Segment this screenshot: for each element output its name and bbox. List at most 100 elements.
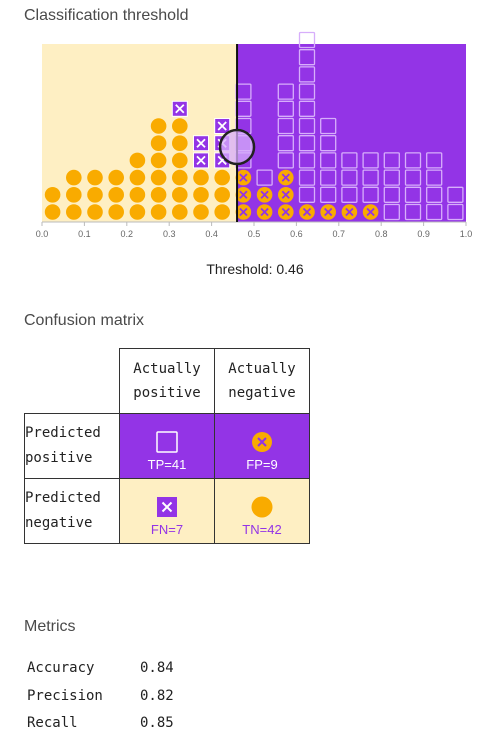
positive-example-square — [235, 100, 252, 117]
x-tick-label: 1.0 — [460, 229, 473, 239]
negative-example-circle — [150, 135, 167, 151]
negative-example-circle — [87, 204, 103, 220]
negative-example-circle — [87, 187, 103, 203]
row-header-line: negative — [25, 515, 93, 531]
metric-recall: Recall 0.85 — [27, 715, 174, 743]
negative-example-circle — [172, 135, 188, 151]
misclassified-mark — [260, 190, 269, 199]
negative-example-circle — [172, 169, 188, 186]
positive-example-square — [298, 186, 316, 203]
negative-example-circle — [193, 204, 209, 220]
x-tick-label: 0.5 — [248, 229, 261, 239]
negative-example-circle — [150, 118, 167, 134]
negative-example-circle — [129, 152, 146, 169]
misclassified-mark — [281, 173, 290, 182]
negative-example-circle — [66, 204, 82, 220]
positive-example-square — [298, 117, 316, 135]
negative-example-circle — [172, 187, 188, 203]
misclassified-mark — [217, 121, 227, 131]
metrics-list: Accuracy 0.84 Precision 0.82 Recall 0.85 — [27, 660, 174, 743]
negative-example-circle — [172, 152, 188, 169]
positive-example-square — [298, 49, 316, 66]
misclassified-mark — [345, 207, 354, 217]
negative-example-circle — [44, 187, 61, 203]
positive-example-square — [362, 186, 379, 203]
x-tick-label: 0.9 — [417, 229, 430, 239]
x-tick-label: 0.0 — [36, 229, 49, 239]
positive-example-square — [298, 31, 316, 49]
positive-example-square — [277, 152, 294, 169]
col-header-line: Actually — [133, 361, 201, 377]
positive-example-square — [235, 83, 252, 100]
positive-example-square — [256, 169, 273, 186]
metric-accuracy: Accuracy 0.84 — [27, 660, 174, 688]
positive-example-square — [320, 186, 337, 203]
confusion-matrix-title: Confusion matrix — [24, 312, 145, 329]
col-header-actually-negative: Actually negative — [214, 348, 310, 414]
positive-example-square — [404, 203, 422, 221]
metric-value: 0.82 — [140, 687, 174, 704]
positive-example-square — [426, 169, 443, 186]
positive-example-square — [426, 203, 443, 221]
misclassified-mark — [260, 207, 269, 217]
positive-example-square — [298, 135, 316, 152]
metric-value: 0.85 — [140, 715, 174, 731]
positive-example-square — [298, 100, 316, 117]
misclassified-mark — [366, 207, 375, 217]
positive-example-square — [320, 169, 337, 186]
classification-threshold-title: Classification threshold — [24, 7, 189, 24]
col-header-actually-positive: Actually positive — [119, 348, 215, 414]
positive-example-square — [341, 152, 358, 169]
positive-example-square — [383, 203, 400, 221]
col-header-line: positive — [133, 385, 201, 401]
metric-value: 0.84 — [140, 660, 174, 676]
positive-example-square — [320, 117, 337, 135]
positive-example-square — [341, 169, 358, 186]
positive-example-square — [404, 169, 422, 186]
negative-example-circle — [129, 169, 146, 186]
tn-label: TN=42 — [242, 521, 282, 537]
negative-example-circle — [129, 187, 146, 203]
negative-x-circle-icon — [252, 431, 272, 452]
negative-example-circle — [214, 204, 230, 220]
positive-example-square — [447, 203, 464, 221]
negative-example-circle — [214, 169, 230, 186]
negative-circle-icon — [251, 496, 273, 517]
negative-example-circle — [172, 204, 188, 220]
row-header-line: Predicted — [25, 490, 101, 506]
x-tick-label: 0.7 — [333, 229, 346, 239]
predicted-positive-region — [237, 44, 466, 222]
misclassified-mark — [281, 207, 290, 217]
positive-example-square — [383, 169, 400, 186]
metrics-title: Metrics — [24, 618, 76, 635]
threshold-handle — [218, 128, 256, 166]
positive-example-square — [277, 117, 294, 135]
true-positive-cell: TP=41 — [119, 413, 215, 479]
positive-example-square — [362, 169, 379, 186]
x-tick-label: 0.2 — [121, 229, 134, 239]
positive-example-square — [383, 186, 400, 203]
true-negative-cell: TN=42 — [214, 478, 310, 544]
x-tick-label: 0.8 — [375, 229, 388, 239]
col-header-line: negative — [228, 385, 296, 401]
negative-example-circle — [87, 169, 103, 186]
misclassified-mark — [239, 207, 248, 217]
positive-example-square — [341, 186, 358, 203]
positive-example-square — [277, 135, 294, 152]
x-tick-label: 0.6 — [290, 229, 303, 239]
positive-example-square — [298, 169, 316, 186]
metric-name: Accuracy — [27, 660, 95, 676]
misclassified-mark — [281, 190, 290, 199]
threshold-chart[interactable]: 0.0 0.1 0.2 0.3 0.4 0.5 0.6 0.7 0.8 0.9 1.0 — [0, 0, 481, 250]
positive-example-square — [426, 152, 443, 169]
matrix-corner — [24, 348, 120, 414]
negative-example-circle — [150, 152, 167, 169]
threshold-label: Threshold: 0.46 — [206, 261, 304, 277]
col-header-line: Actually — [228, 361, 296, 377]
fn-label: FN=7 — [150, 521, 184, 537]
metric-name: Precision — [27, 687, 103, 704]
negative-example-circle — [44, 204, 61, 220]
positive-x-square-icon — [157, 496, 177, 517]
misclassified-mark — [302, 207, 312, 217]
fp-label: FP=9 — [246, 456, 278, 472]
